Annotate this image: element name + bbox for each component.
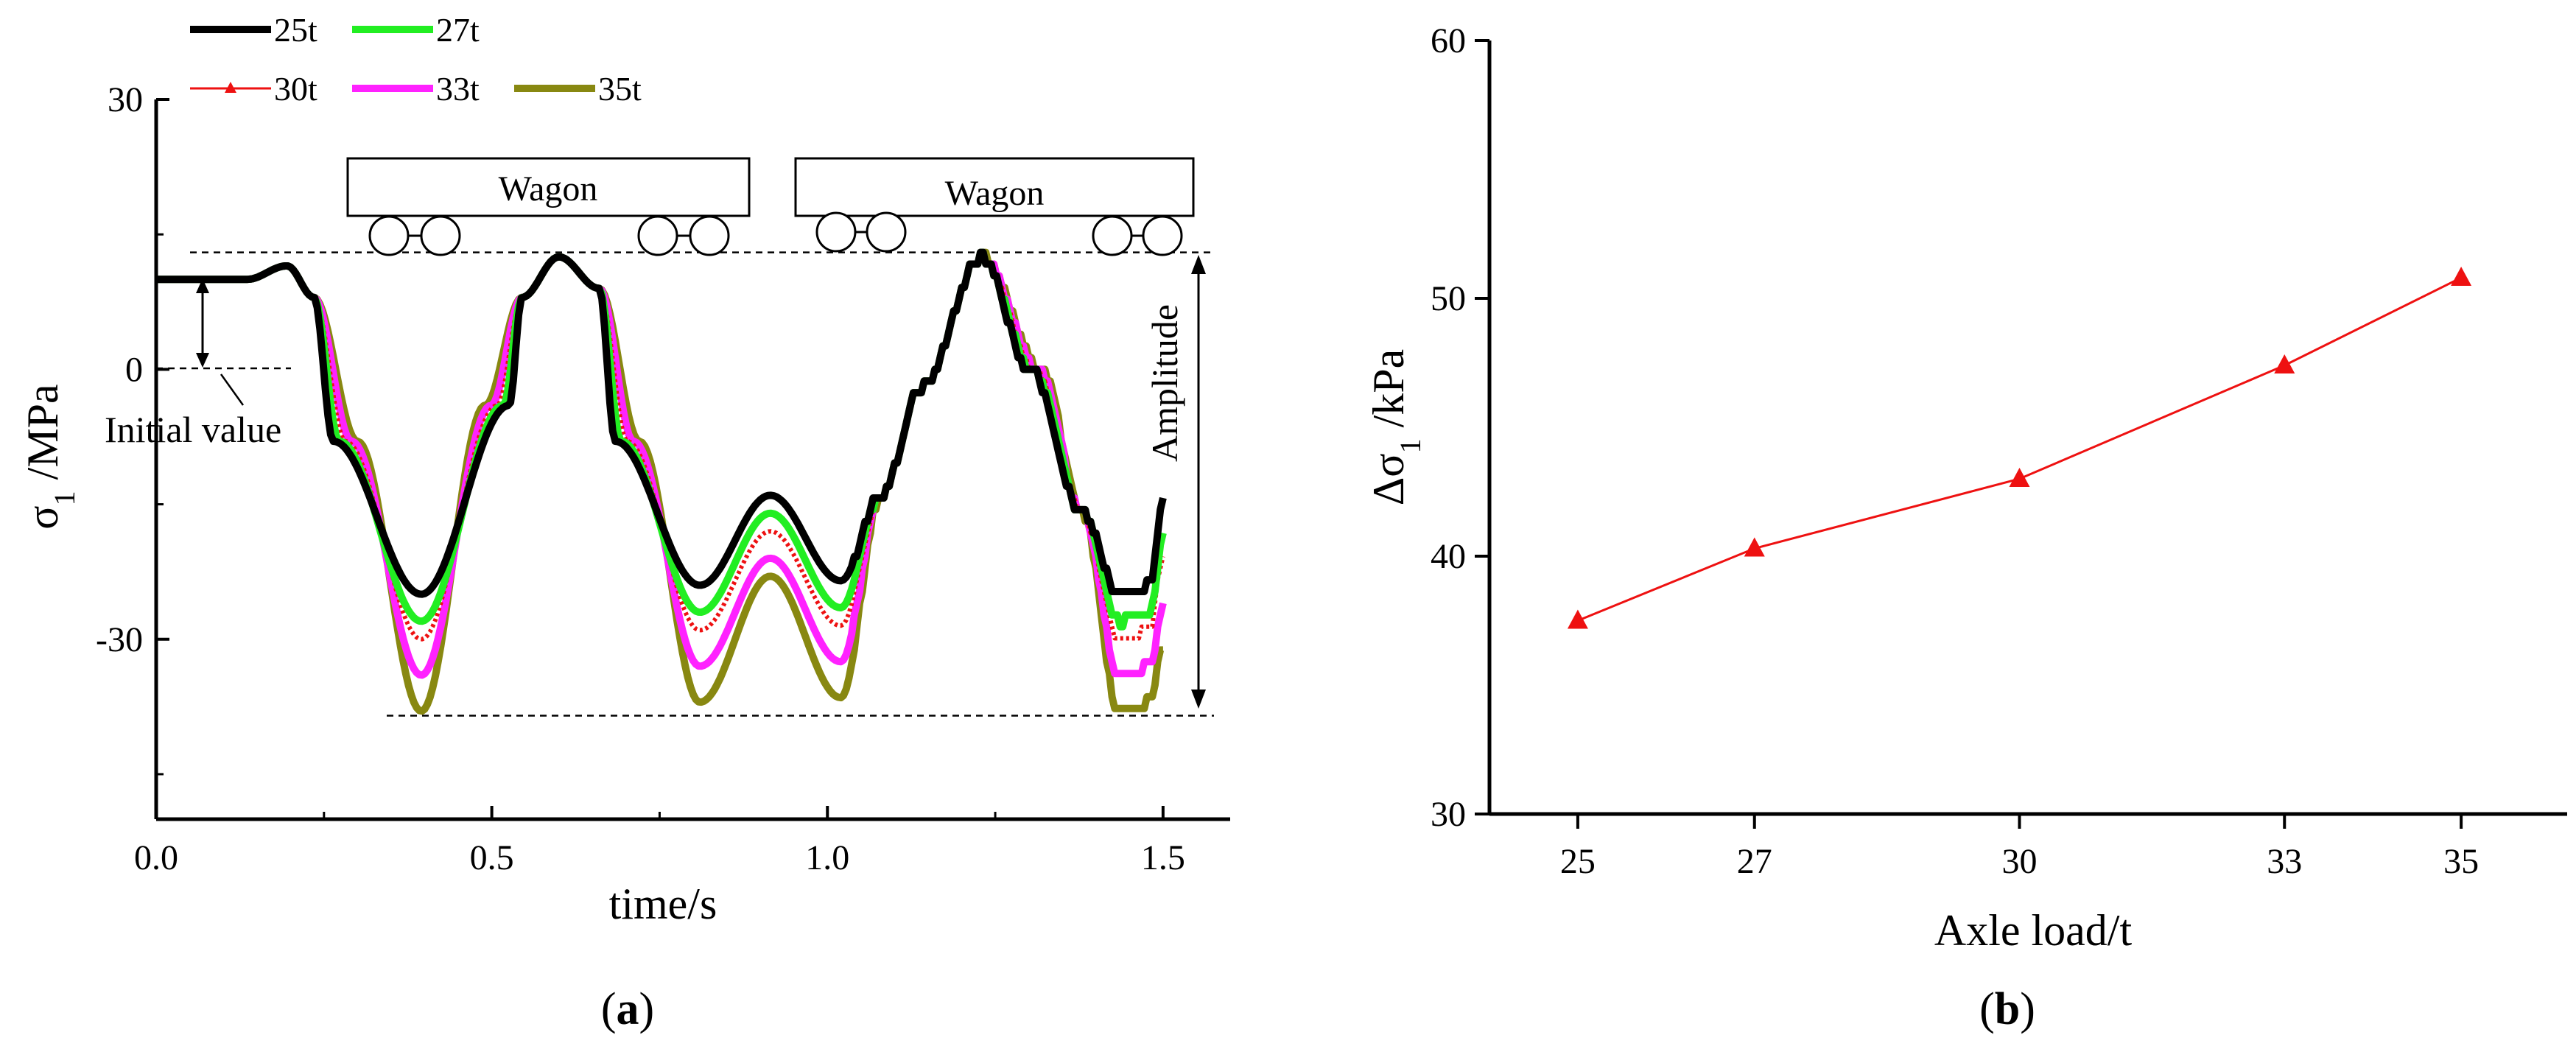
y-tick-label: 30	[108, 80, 143, 119]
amplitude-label: Amplitude	[1144, 304, 1185, 462]
reference-lines	[190, 251, 1214, 717]
y-axis-label: Δσ1 /kPa	[1364, 349, 1427, 506]
x-axis-label: Axle load/t	[1934, 906, 2133, 955]
wagon-1-wheels	[368, 215, 730, 256]
amplitude-arrow-head-up	[1191, 255, 1206, 274]
series-25t	[155, 248, 1167, 598]
wheel	[1142, 215, 1183, 256]
initial-arrow-head-up	[196, 278, 209, 293]
data-point-35	[2451, 267, 2472, 286]
amplitude-arrow-head-down	[1191, 690, 1206, 709]
initial-leader-line	[220, 373, 245, 406]
x-axis-label: time/s	[609, 880, 717, 928]
legend-label-27t: 27t	[436, 11, 480, 49]
wheel	[420, 215, 461, 256]
axis-ticks: 25 27 30 33 35 30 40 50 60	[1431, 21, 2479, 881]
y-tick-label: 60	[1431, 21, 1466, 60]
wheel	[368, 215, 410, 256]
wagon-2-diagram: Wagon	[794, 157, 1195, 256]
wagon-2-body	[794, 157, 1195, 217]
caption-b: (b)	[1979, 984, 2035, 1034]
x-tick-label: 33	[2267, 842, 2302, 881]
series-line	[1577, 276, 2462, 622]
axis-ticks: 0.0 0.5 1.0 1.5 30 0 -30	[96, 80, 1185, 877]
initial-arrow-head-down	[196, 353, 209, 368]
x-tick-label: 0.5	[470, 838, 514, 877]
wheel	[637, 215, 678, 256]
amplitude-annotation: Amplitude	[1144, 255, 1206, 709]
legend-marker-30t	[225, 82, 236, 93]
y-tick-label: 30	[1431, 795, 1466, 834]
legend-label-35t: 35t	[598, 70, 642, 108]
wagon-2-label: Wagon	[945, 174, 1045, 213]
y-tick-label: 40	[1431, 537, 1466, 576]
legend: 25t 27t 30t 33t 35t	[190, 11, 642, 108]
y-tick-label: 0	[125, 350, 143, 389]
wheel	[815, 211, 857, 253]
y-axis-label: σ1 /MPa	[18, 384, 81, 529]
wheel	[1092, 215, 1133, 256]
data-point-27	[1744, 537, 1765, 557]
caption-a: (a)	[601, 984, 654, 1034]
wagon-2-wheels	[815, 211, 1183, 256]
x-tick-label: 1.0	[805, 838, 849, 877]
initial-value-annotation: Initial value	[105, 278, 291, 450]
wagon-1-diagram: Wagon	[346, 157, 751, 256]
x-tick-label: 1.5	[1141, 838, 1185, 877]
wagon-1-body	[346, 157, 751, 217]
legend-label-25t: 25t	[274, 11, 317, 49]
amplitude-series	[1567, 267, 2472, 629]
x-tick-label: 0.0	[134, 838, 178, 877]
x-tick-label: 35	[2443, 842, 2479, 881]
x-tick-label: 30	[2002, 842, 2038, 881]
data-point-25	[1567, 609, 1588, 629]
legend-label-30t: 30t	[274, 70, 317, 108]
x-tick-label: 27	[1737, 842, 1772, 881]
wheel	[689, 215, 730, 256]
initial-value-label: Initial value	[105, 409, 281, 450]
y-tick-label: 50	[1431, 279, 1466, 318]
y-tick-label: -30	[96, 620, 143, 659]
stress-series-group	[155, 248, 1167, 715]
wheel	[866, 211, 907, 253]
data-point-30	[2009, 468, 2030, 487]
legend-label-33t: 33t	[436, 70, 480, 108]
wagon-1-label: Wagon	[499, 169, 598, 208]
data-point-33	[2274, 354, 2295, 373]
x-tick-label: 25	[1560, 842, 1596, 881]
